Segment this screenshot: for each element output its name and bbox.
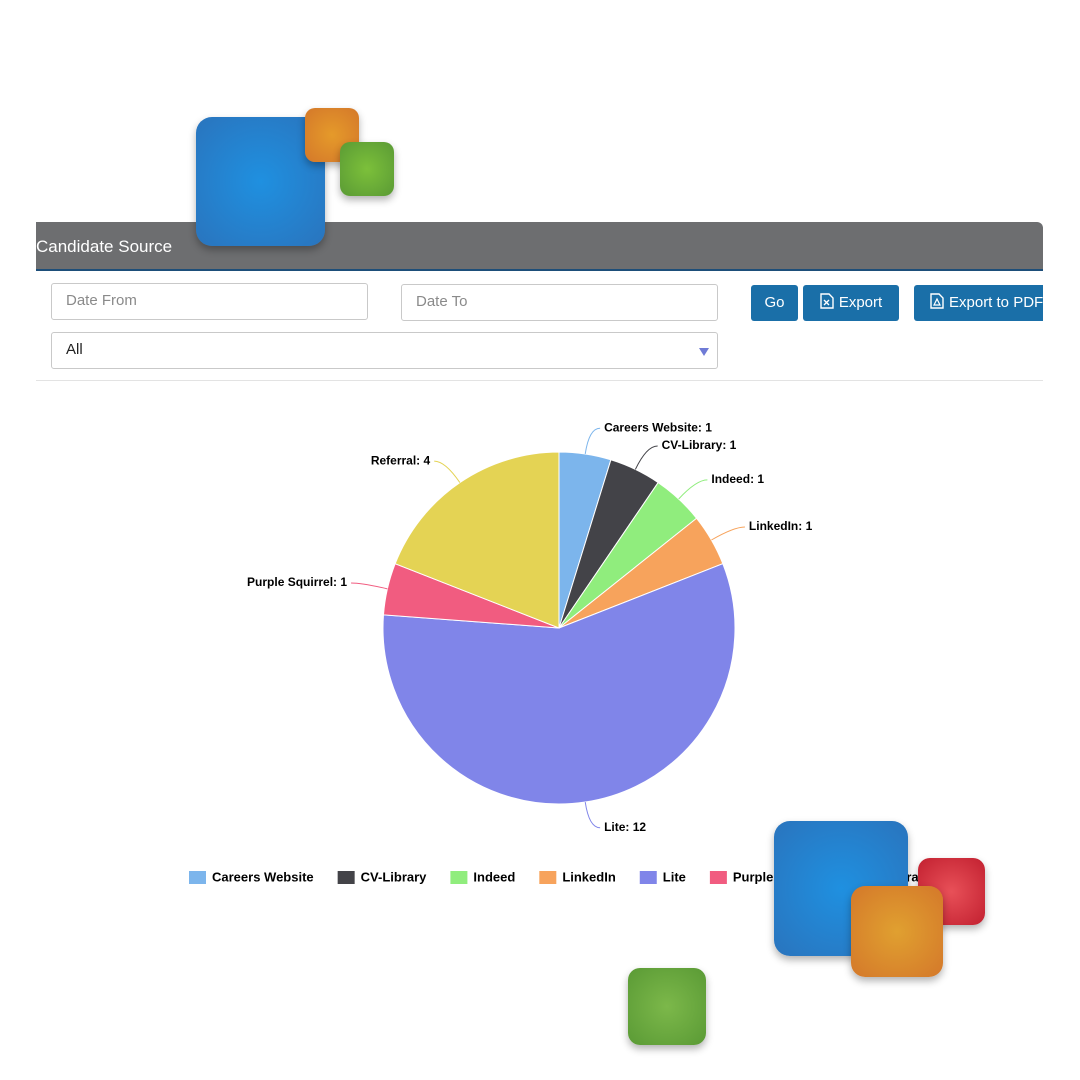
legend-swatch	[539, 871, 557, 884]
data-label: Referral: 4	[371, 453, 431, 467]
data-label: Careers Website: 1	[604, 420, 712, 434]
deco-square	[340, 142, 394, 196]
data-label: CV-Library: 1	[662, 438, 737, 452]
label-connector	[434, 460, 461, 483]
deco-square	[628, 968, 706, 1045]
label-connector	[711, 526, 745, 541]
label-connector	[584, 427, 601, 455]
legend-swatch	[189, 871, 206, 884]
data-label: LinkedIn: 1	[749, 519, 813, 533]
data-label: Purple Squirrel: 1	[247, 575, 347, 589]
label: Export to PDF	[949, 294, 1043, 311]
go-button[interactable]: Go	[751, 285, 798, 321]
data-label: Lite: 12	[604, 820, 646, 834]
legend-label: CV-Library	[361, 869, 428, 884]
legend-swatch	[450, 871, 468, 884]
label-connector	[634, 445, 658, 470]
label-connector	[351, 582, 388, 590]
date-to[interactable]: Date To	[401, 284, 718, 321]
export-pdf-button[interactable]: Export to PDF	[914, 285, 1043, 321]
panel-title: Candidate Source	[36, 237, 173, 256]
label-connector	[678, 479, 708, 500]
deco-square	[851, 886, 943, 977]
legend-label: Lite	[663, 869, 686, 884]
legend-swatch	[639, 871, 657, 884]
select-arrow	[699, 348, 709, 356]
legend-label: Indeed	[473, 869, 515, 884]
icon	[930, 293, 944, 309]
deco-square	[196, 117, 325, 246]
legend-swatch	[337, 871, 355, 884]
divider	[36, 380, 1043, 381]
export-button[interactable]: Export	[803, 285, 899, 321]
icon	[820, 293, 834, 309]
legend-label: Careers Website	[212, 869, 314, 884]
legend-swatch	[709, 871, 727, 884]
date-from[interactable]: Date From	[51, 283, 368, 320]
label: Export	[838, 294, 883, 311]
source-select[interactable]: All	[51, 332, 718, 369]
data-label: Indeed: 1	[711, 472, 764, 486]
pie-slice	[382, 563, 736, 805]
label-connector	[584, 801, 601, 829]
legend-label: LinkedIn	[562, 869, 616, 884]
select-value: All	[66, 341, 83, 358]
